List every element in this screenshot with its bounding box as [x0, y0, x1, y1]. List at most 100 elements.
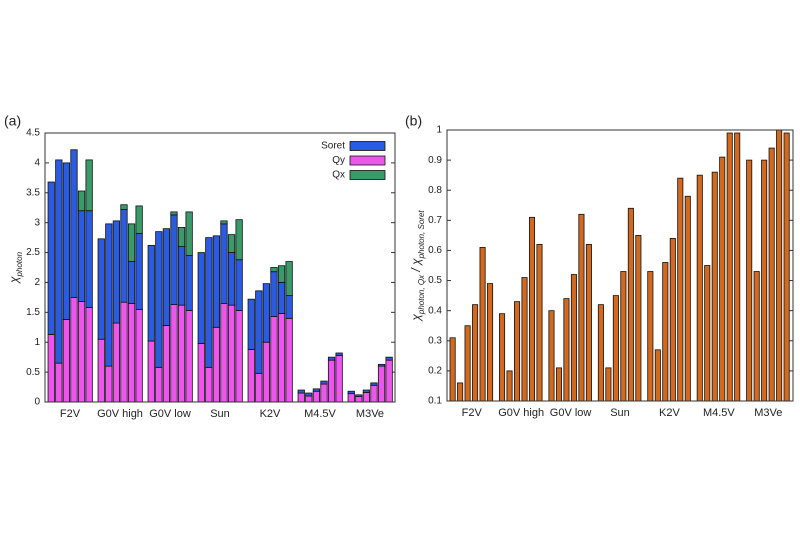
y-tick-label: 3.5: [26, 187, 40, 198]
bar-segment: [147, 244, 155, 342]
bar-segment: [55, 362, 63, 403]
bar-segment: [85, 210, 93, 308]
bar-segment: [77, 210, 86, 302]
y-tick-label: 2.5: [26, 247, 40, 258]
bar-segment: [262, 283, 271, 343]
y-tick-label: 0.5: [26, 367, 40, 378]
bar-segment: [170, 214, 178, 305]
bar: [662, 262, 669, 402]
y-axis-label-part: photon, Soret: [417, 210, 426, 260]
legend-label: Qx: [332, 170, 345, 181]
bar-segment: [277, 265, 286, 283]
x-tick-label: M3Ve: [356, 408, 384, 420]
bar-segment: [62, 319, 71, 403]
bar-segment: [177, 246, 186, 306]
bar-segment: [77, 301, 86, 403]
bar-segment: [235, 219, 243, 261]
bar: [506, 370, 513, 402]
bar-segment: [235, 310, 243, 403]
plot-frame: [44, 132, 396, 403]
plot-frame: [446, 129, 794, 402]
bar: [499, 313, 506, 402]
bar-segment: [185, 211, 193, 256]
bar: [555, 367, 562, 402]
bar-segment: [185, 255, 193, 311]
bar-segment: [297, 392, 305, 403]
bar: [719, 156, 726, 402]
legend-label: Qy: [332, 155, 345, 166]
bar: [684, 195, 691, 402]
bar-segment: [70, 296, 78, 403]
bar-segment: [205, 366, 213, 403]
x-tick-label: F2V: [60, 408, 81, 420]
bar: [783, 132, 790, 402]
bar-segment: [177, 227, 186, 247]
legend-label: Soret: [321, 141, 345, 152]
bar-segment: [227, 252, 236, 306]
bar-segment: [197, 343, 205, 403]
bar: [761, 159, 768, 402]
bar-segment: [162, 325, 171, 403]
legend-swatch: [349, 155, 386, 166]
bar-segment: [112, 322, 121, 403]
bar: [753, 271, 760, 402]
x-tick-label: Sun: [210, 408, 230, 420]
x-tick-label: K2V: [659, 407, 680, 419]
bar: [536, 244, 543, 402]
bar-segment: [120, 209, 128, 303]
bar-segment: [297, 389, 305, 394]
bar-segment: [77, 190, 86, 212]
x-tick-label: G0V low: [149, 408, 191, 420]
y-tick-label: 0.1: [428, 396, 442, 407]
bar: [627, 207, 634, 402]
bar: [734, 132, 741, 402]
bar: [514, 301, 521, 402]
x-tick-label: M3Ve: [754, 407, 782, 419]
bar-segment: [277, 313, 286, 403]
bar: [612, 295, 619, 402]
bar-segment: [97, 238, 105, 340]
x-tick-label: M4.5V: [304, 408, 336, 420]
bar: [479, 247, 486, 402]
bar-segment: [235, 259, 243, 311]
legend-swatch: [349, 141, 386, 151]
y-axis-label: χphoton, Qx / χphoton, Soret: [409, 210, 425, 322]
bar: [449, 337, 456, 402]
bar-segment: [377, 365, 386, 403]
bar-segment: [385, 356, 393, 361]
bar-segment: [335, 354, 343, 403]
bar-segment: [320, 380, 328, 385]
bar-segment: [120, 301, 128, 403]
bar-segment: [320, 383, 328, 403]
y-axis-label-part: χ: [409, 314, 423, 322]
bar: [620, 271, 627, 402]
bar-segment: [362, 389, 371, 393]
bar-segment: [127, 302, 136, 403]
y-tick-label: 4: [34, 158, 40, 169]
bar-segment: [62, 162, 71, 320]
bar-segment: [212, 235, 221, 328]
bar-segment: [105, 223, 113, 367]
bar: [696, 174, 703, 402]
bar-segment: [55, 159, 63, 364]
x-tick-label: G0V low: [550, 407, 592, 419]
bar: [563, 298, 570, 402]
bar-segment: [170, 304, 178, 403]
bar-segment: [370, 384, 378, 403]
bar-segment: [155, 366, 163, 403]
bar-segment: [385, 359, 393, 403]
y-tick-label: 0.5: [428, 275, 442, 286]
bar: [578, 213, 585, 402]
bar-segment: [305, 392, 313, 397]
y-tick-label: 2: [34, 277, 40, 288]
bar-segment: [155, 231, 163, 368]
y-axis-label-part: photon: [15, 251, 24, 277]
bar-segment: [147, 340, 155, 403]
bar-segment: [185, 310, 193, 403]
bar-segment: [247, 298, 255, 350]
bar-segment: [120, 204, 128, 210]
y-axis-label-part: photon, Qx: [417, 274, 426, 315]
bar-segment: [212, 326, 221, 403]
bar-segment: [362, 392, 371, 403]
